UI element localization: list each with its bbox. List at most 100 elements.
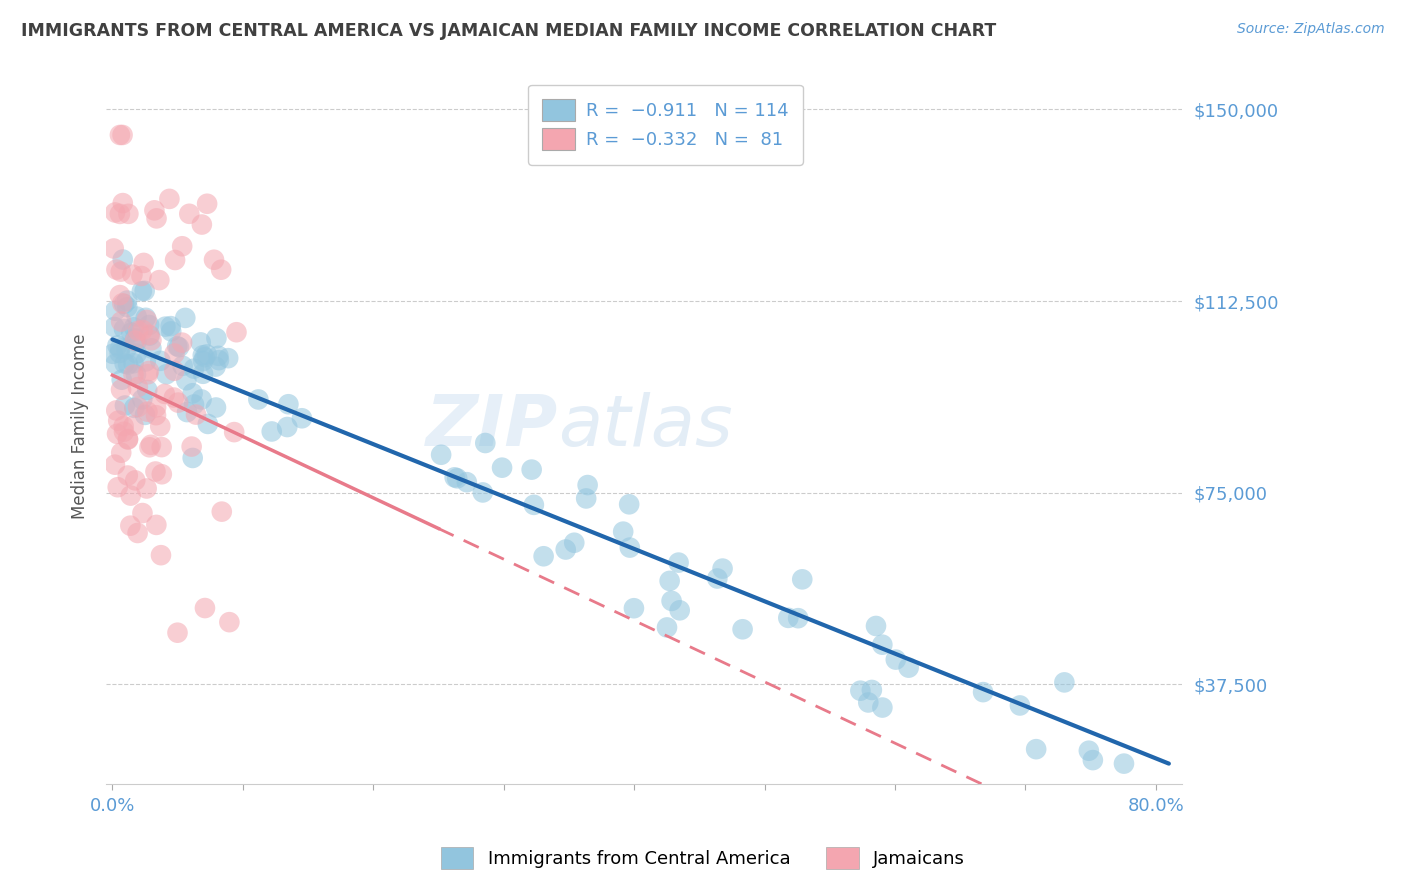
Point [125,334,148,349]
Text: atlas: atlas [558,392,733,461]
Point [160,324,183,338]
Point [124,474,146,488]
Point [112,297,135,311]
Point [111,296,134,310]
Point [122,356,145,370]
Point [103,320,125,334]
Point [247,392,270,407]
Point [218,615,240,629]
Point [731,622,754,636]
Point [176,373,198,387]
Point [135,354,157,368]
Point [110,314,132,328]
Point [117,358,139,372]
Point [138,364,160,378]
Point [668,603,690,617]
Point [121,268,143,282]
Point [194,350,217,364]
Point [456,475,478,490]
Point [491,460,513,475]
Point [661,594,683,608]
Point [778,611,800,625]
Point [205,401,228,415]
Point [291,411,314,425]
Point [131,506,153,520]
Point [150,440,173,454]
Point [105,426,128,441]
Point [141,342,163,356]
Point [180,440,202,454]
Point [117,432,139,446]
Point [117,300,139,314]
Point [792,572,814,586]
Point [120,326,142,340]
Point [138,318,160,332]
Point [135,482,157,496]
Point [117,468,139,483]
Point [108,342,131,356]
Point [195,347,218,361]
Point [260,425,283,439]
Point [136,405,159,419]
Point [872,700,894,714]
Point [149,419,172,434]
Point [619,541,641,555]
Legend: R =  −0.911   N = 114, R =  −0.332   N =  81: R = −0.911 N = 114, R = −0.332 N = 81 [529,85,803,165]
Point [101,347,124,361]
Point [104,205,127,219]
Point [131,268,153,283]
Point [163,391,186,405]
Point [132,256,155,270]
Point [159,319,181,334]
Point [110,265,132,279]
Point [474,436,496,450]
Point [612,524,634,539]
Text: ZIP: ZIP [426,392,558,461]
Point [533,549,555,564]
Point [576,478,599,492]
Point [183,397,205,411]
Point [523,498,546,512]
Point [176,405,198,419]
Point [706,572,728,586]
Point [1077,744,1099,758]
Point [276,420,298,434]
Point [520,462,543,476]
Point [1112,756,1135,771]
Point [104,458,127,472]
Point [224,425,246,439]
Point [157,192,180,206]
Point [858,696,880,710]
Point [135,313,157,327]
Point [145,408,167,422]
Point [143,203,166,218]
Point [145,517,167,532]
Point [138,440,160,454]
Point [884,652,907,666]
Point [202,252,225,267]
Point [849,683,872,698]
Point [145,211,167,226]
Text: Source: ZipAtlas.com: Source: ZipAtlas.com [1237,22,1385,37]
Point [124,331,146,345]
Point [107,414,129,428]
Point [103,242,125,256]
Point [172,335,194,350]
Point [183,361,205,376]
Point [111,196,134,211]
Point [209,262,232,277]
Point [658,574,681,588]
Point [120,489,142,503]
Point [127,526,149,541]
Point [197,417,219,431]
Point [127,324,149,338]
Point [114,399,136,413]
Point [108,128,131,142]
Point [1008,698,1031,713]
Point [191,354,214,368]
Point [194,601,217,615]
Point [107,480,129,494]
Point [110,446,132,460]
Point [860,683,883,698]
Point [446,471,468,485]
